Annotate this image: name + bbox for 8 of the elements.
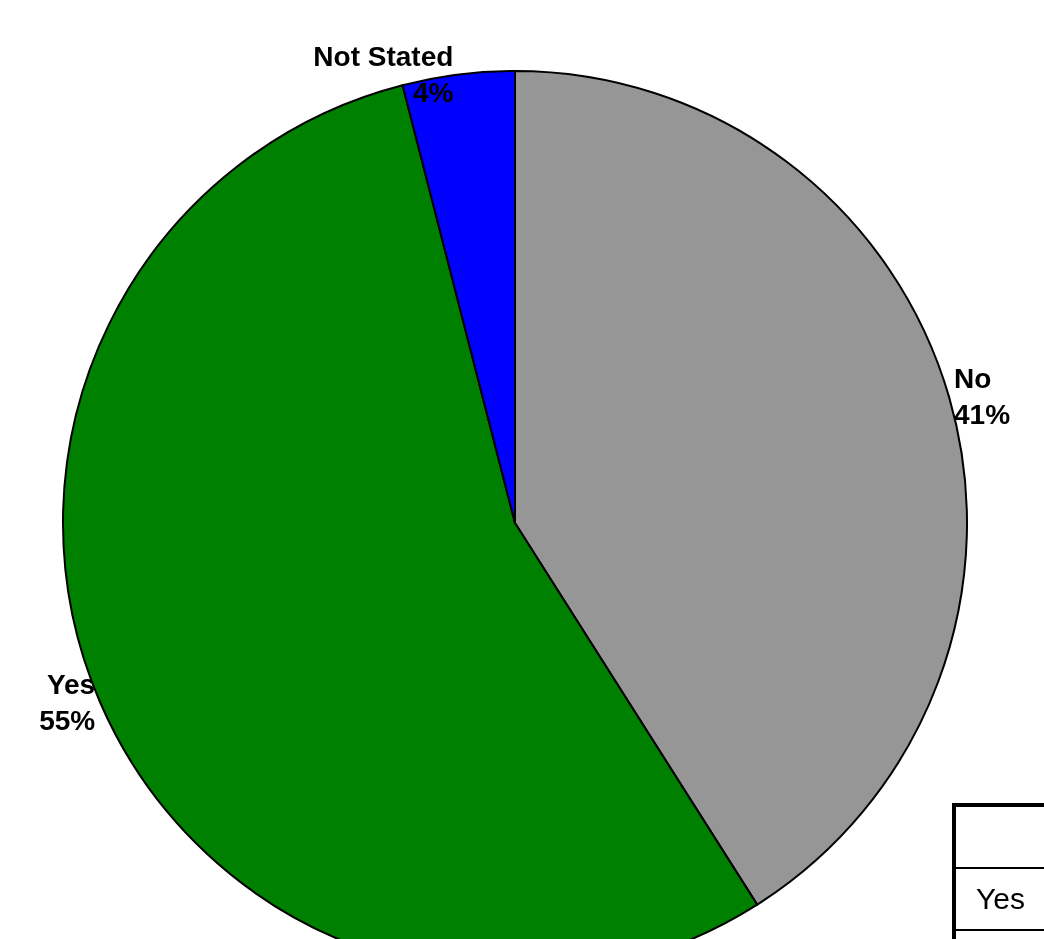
slice-label: No [954, 363, 992, 395]
slice-label: Not Stated [313, 41, 454, 73]
data-label: 55% [39, 705, 96, 737]
data-label: 4% [412, 77, 454, 109]
slice-label: Yes [46, 669, 96, 701]
table-fragment: Yes [952, 803, 1044, 939]
data-label: 41% [954, 399, 1011, 431]
legend-label: Yes [956, 869, 1044, 931]
